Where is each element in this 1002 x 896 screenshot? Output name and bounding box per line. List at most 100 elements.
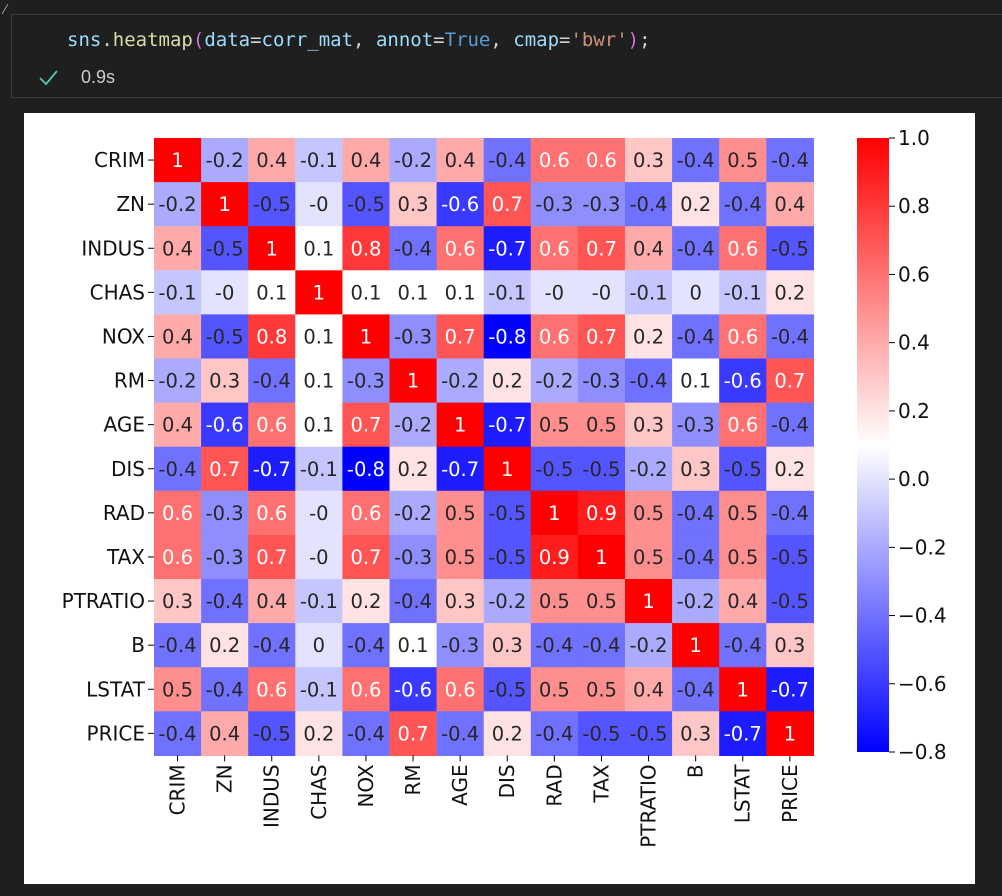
heatmap-cell <box>577 226 626 271</box>
heatmap-cell <box>248 711 296 756</box>
heatmap-cell <box>295 314 343 360</box>
heatmap-cell <box>483 534 532 580</box>
heatmap-annotation: 0.6 <box>586 149 617 172</box>
heatmap-annotation: -0.5 <box>488 546 526 569</box>
heatmap-annotation: 0.6 <box>162 502 193 525</box>
heatmap-annotation: 0.4 <box>162 237 193 260</box>
heatmap-annotation: 1 <box>689 634 701 657</box>
code-token: ) <box>627 29 640 51</box>
heatmap-annotation: 1 <box>501 458 513 481</box>
colorbar-tick-label: 1.0 <box>898 126 930 150</box>
heatmap-annotation: 0.6 <box>162 546 193 569</box>
heatmap-annotation: 0.5 <box>539 678 570 701</box>
heatmap-cell <box>436 579 485 624</box>
heatmap-cell <box>625 270 673 315</box>
heatmap-cell <box>766 446 814 492</box>
heatmap-annotation: 0.6 <box>350 678 381 701</box>
heatmap-annotation: -0.5 <box>582 458 620 481</box>
heatmap-cell <box>577 358 626 404</box>
heatmap-annotation: -0.4 <box>159 634 197 657</box>
heatmap-annotation: -0.1 <box>630 281 668 304</box>
heatmap-annotation: 0.3 <box>774 634 805 657</box>
heatmap-annotation: -0.7 <box>724 722 762 745</box>
heatmap-cell <box>530 579 579 624</box>
heatmap-cell <box>201 270 249 315</box>
heatmap-cell <box>719 138 767 183</box>
heatmap-annotation: -0.7 <box>253 458 291 481</box>
heatmap-annotation: 0.1 <box>398 281 429 304</box>
code-cell[interactable] <box>11 14 1002 98</box>
heatmap-annotation: -0.2 <box>159 193 197 216</box>
heatmap-cell <box>295 667 343 712</box>
heatmap-annotation: -0.3 <box>582 370 620 393</box>
heatmap-cell <box>672 182 720 227</box>
code-token: , <box>353 29 376 51</box>
heatmap-cell <box>436 446 485 492</box>
heatmap-cell <box>342 138 391 183</box>
heatmap-cell <box>577 579 626 624</box>
heatmap-cell <box>154 138 202 183</box>
heatmap-cell <box>248 226 296 271</box>
heatmap-annotation: -0.5 <box>488 502 526 525</box>
heatmap-cell <box>389 579 438 624</box>
heatmap-annotation: 0.1 <box>398 634 429 657</box>
y-tick-label: AGE <box>104 413 145 437</box>
heatmap-annotation: 1 <box>454 414 466 437</box>
heatmap-annotation: -0.4 <box>630 193 668 216</box>
heatmap-annotation: -0.2 <box>394 502 432 525</box>
y-tick-label: NOX <box>102 324 145 348</box>
code-token: = <box>250 29 262 51</box>
heatmap-annotation: 0.9 <box>586 502 617 525</box>
heatmap-cell <box>154 623 202 668</box>
heatmap-annotation: 0.6 <box>256 678 287 701</box>
heatmap-annotation: 0.6 <box>727 237 758 260</box>
heatmap-annotation: 0.4 <box>633 678 664 701</box>
heatmap-cell <box>201 623 249 668</box>
heatmap-annotation: -0.3 <box>347 370 385 393</box>
heatmap-cell <box>248 358 296 404</box>
heatmap-annotation: 0.5 <box>445 546 476 569</box>
heatmap-cell <box>154 402 202 448</box>
heatmap-annotation: -0.5 <box>771 590 809 613</box>
heatmap-annotation: 0.5 <box>162 678 193 701</box>
heatmap-cell <box>201 534 249 580</box>
heatmap-cell <box>577 667 626 712</box>
heatmap-annotation: -0.1 <box>300 590 338 613</box>
heatmap-annotation: 0.5 <box>727 149 758 172</box>
heatmap-cell <box>672 226 720 271</box>
heatmap-annotation: 0.5 <box>727 546 758 569</box>
heatmap-annotation: -0.6 <box>441 193 479 216</box>
heatmap-annotation: -0.1 <box>300 458 338 481</box>
heatmap-cell <box>154 446 202 492</box>
colorbar-tick-label: 0.8 <box>898 194 930 218</box>
heatmap-annotation: 0.3 <box>492 634 523 657</box>
y-tick-label: ZN <box>116 192 145 216</box>
heatmap-cell <box>625 490 673 536</box>
heatmap-cell <box>672 446 720 492</box>
heatmap-cell <box>766 138 814 183</box>
heatmap-annotation: -0.5 <box>253 722 291 745</box>
heatmap-annotation: 0.5 <box>633 546 664 569</box>
heatmap-annotation: 1 <box>218 193 230 216</box>
heatmap-annotation: -0.5 <box>771 546 809 569</box>
x-tick-label: DIS <box>495 764 519 798</box>
heatmap-cell <box>389 270 438 315</box>
code-editor-line[interactable]: sns.heatmap(data=corr_mat, annot=True, c… <box>67 29 651 51</box>
heatmap-cell <box>248 182 296 227</box>
heatmap-cell <box>436 270 485 315</box>
heatmap-annotation: -0.3 <box>206 502 244 525</box>
heatmap-cell <box>625 579 673 624</box>
heatmap-cell <box>577 182 626 227</box>
heatmap-annotation: 1 <box>548 502 560 525</box>
heatmap-annotation: -0.5 <box>535 458 573 481</box>
heatmap-cell <box>672 270 720 315</box>
heatmap-cell <box>201 402 249 448</box>
heatmap-annotation: -0.4 <box>394 237 432 260</box>
heatmap-cell <box>389 711 438 756</box>
heatmap-cell <box>530 138 579 183</box>
heatmap-cell <box>672 667 720 712</box>
heatmap-cell <box>483 579 532 624</box>
heatmap-annotation: 1 <box>360 325 372 348</box>
heatmap-annotation: 0.4 <box>209 722 240 745</box>
x-tick-label: ZN <box>213 764 237 793</box>
